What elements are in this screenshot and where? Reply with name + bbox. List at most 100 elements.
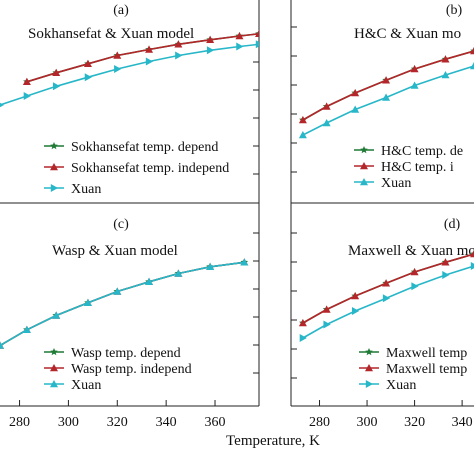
legend-marker: [50, 380, 58, 388]
x-tick-label: 340: [156, 415, 177, 430]
legend-entry: H&C temp. i: [381, 160, 454, 175]
legend-marker: [50, 348, 58, 356]
legend-marker: [360, 146, 368, 154]
data-point: [52, 311, 61, 319]
data-point: [441, 258, 450, 266]
data-point: [351, 105, 360, 113]
data-point: [175, 51, 183, 60]
data-point: [441, 71, 450, 79]
data-point: [298, 319, 307, 327]
data-point: [206, 262, 215, 270]
legend-entry: Maxwell temp: [386, 346, 467, 361]
data-point: [470, 250, 474, 258]
data-point: [174, 40, 183, 48]
panel-b-frame: [290, 0, 474, 204]
panel-c-frame: [0, 203, 260, 407]
data-point: [470, 47, 474, 55]
data-point: [113, 287, 122, 295]
data-point: [22, 77, 31, 85]
data-point: [382, 76, 391, 84]
panel-d-frame: [290, 203, 474, 407]
data-point: [174, 269, 183, 277]
legend-entry: Xuan: [381, 176, 411, 191]
panel-a-plot: Sokhansefat temp. depend Sokhansefat temp…: [0, 29, 259, 197]
data-point: [236, 42, 244, 51]
chart-marks: Sokhansefat temp. depend Sokhansefat temp…: [0, 26, 474, 430]
data-point: [410, 81, 419, 89]
data-point: [145, 57, 154, 66]
x-tick-label: 360: [205, 415, 226, 430]
series-line: [0, 43, 259, 106]
data-point: [411, 282, 419, 291]
data-point: [145, 277, 154, 285]
legend-marker: [360, 162, 368, 170]
data-point: [410, 65, 419, 73]
legend-marker: [360, 178, 368, 186]
legend-marker: [50, 364, 58, 372]
data-point: [52, 68, 61, 76]
data-point: [240, 258, 249, 266]
data-point: [23, 92, 31, 100]
legend-entry: Xuan: [71, 378, 101, 393]
data-point: [206, 35, 215, 43]
panel-a-label: (a): [113, 3, 129, 18]
panel-d-title: Maxwell & Xuan mo: [348, 243, 474, 259]
legend: Sokhansefat temp. depend Sokhansefat temp…: [44, 140, 229, 197]
legend-entry: Wasp temp. independ: [71, 362, 192, 377]
data-point: [0, 102, 4, 108]
legend-marker: [50, 184, 58, 192]
panel-d-label: (d): [444, 217, 461, 232]
data-point: [351, 307, 360, 315]
data-point: [0, 341, 4, 349]
data-point: [382, 279, 391, 287]
data-point: [145, 45, 154, 53]
data-point: [322, 119, 331, 127]
legend-entry: Xuan: [386, 378, 416, 393]
data-point: [442, 271, 450, 279]
x-axis-title: Temperature, K: [226, 433, 320, 449]
x-tick-label: 300: [58, 415, 79, 430]
panel-a-title: Sokhansefat & Xuan model: [28, 26, 194, 42]
data-point: [206, 46, 215, 55]
x-tick-label: 340: [452, 415, 473, 430]
data-point: [322, 102, 331, 110]
legend-marker: [365, 380, 373, 388]
data-point: [382, 93, 391, 101]
legend-marker: [365, 364, 373, 372]
panel-c-label: (c): [113, 217, 129, 232]
data-point: [298, 131, 307, 139]
data-point: [84, 73, 92, 82]
series-line: [0, 261, 245, 347]
panel-c-title: Wasp & Xuan model: [52, 243, 178, 259]
data-point: [351, 89, 360, 97]
legend-entry: Sokhansefat temp. depend: [71, 140, 218, 155]
data-point: [255, 40, 259, 49]
legend-entry: Maxwell temp: [386, 362, 467, 377]
data-point: [470, 62, 474, 70]
legend-entry: Xuan: [71, 182, 101, 197]
legend-entry: Wasp temp. depend: [71, 346, 181, 361]
data-point: [113, 51, 122, 59]
data-point: [83, 59, 92, 67]
data-point: [351, 292, 360, 300]
data-point: [410, 268, 419, 276]
x-tick-label: 320: [107, 415, 128, 430]
data-point: [52, 82, 61, 91]
x-tick-label: 280: [309, 415, 330, 430]
series-line: [0, 261, 245, 347]
data-point: [22, 325, 31, 333]
data-point: [255, 29, 259, 37]
data-point: [322, 305, 331, 313]
data-point: [323, 320, 331, 329]
panel-b-label: (b): [446, 3, 463, 18]
data-point: [441, 55, 450, 63]
x-tick-label: 280: [9, 415, 30, 430]
data-point: [235, 32, 244, 40]
legend-entry: H&C temp. de: [381, 144, 463, 159]
series-line: [0, 261, 245, 347]
